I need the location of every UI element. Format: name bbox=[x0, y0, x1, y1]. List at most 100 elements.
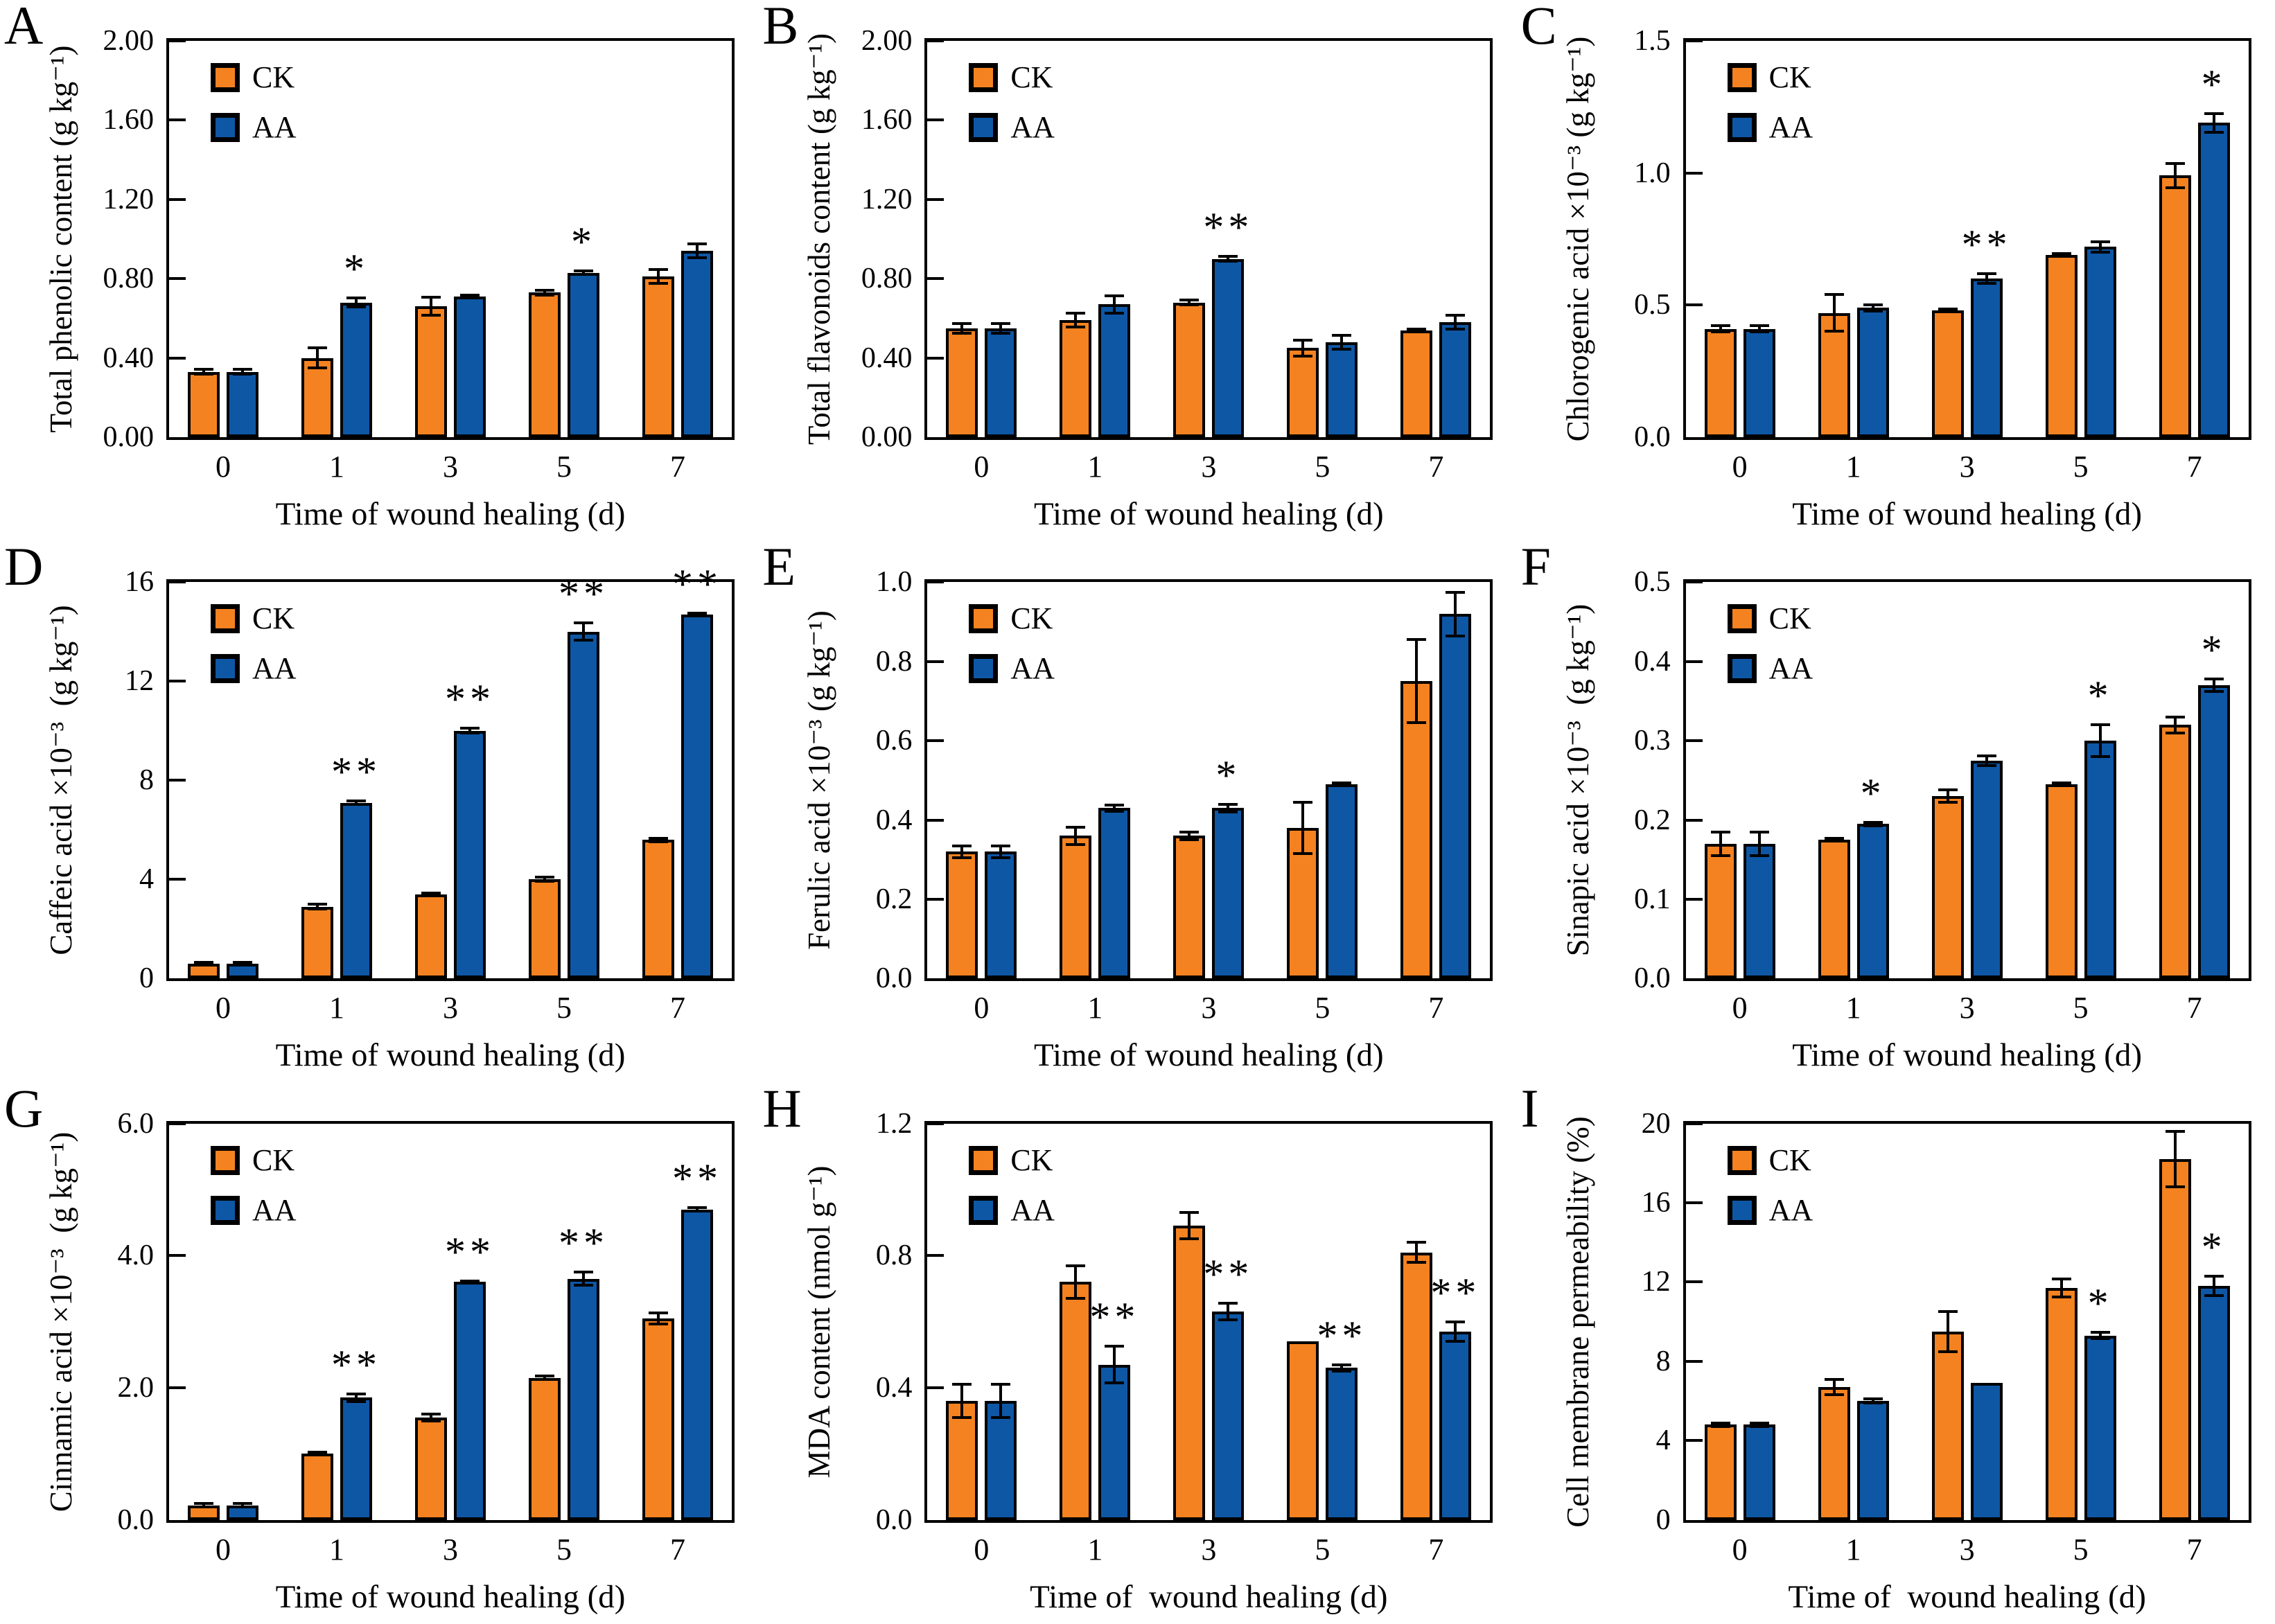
plot-area-A bbox=[166, 38, 735, 440]
error-bar-cap bbox=[1749, 854, 1769, 857]
error-bar-cap bbox=[952, 1415, 972, 1419]
x-axis-title: Time of wound healing (d) bbox=[275, 1037, 626, 1074]
bar-aa-day3 bbox=[1212, 808, 1245, 979]
y-tick-mark bbox=[1685, 1359, 1703, 1363]
y-tick-label: 20 bbox=[1641, 1107, 1671, 1140]
error-bar-cap bbox=[1332, 781, 1352, 784]
error-bar-cap bbox=[2090, 755, 2110, 758]
x-tick-label: 3 bbox=[1201, 1532, 1217, 1566]
error-bar bbox=[1454, 592, 1457, 636]
error-bar bbox=[696, 1207, 699, 1212]
error-bar-cap bbox=[1293, 852, 1313, 856]
error-bar-cap bbox=[2165, 1130, 2185, 1133]
bar-aa-day7 bbox=[681, 1209, 713, 1520]
x-tick-label: 5 bbox=[1315, 1532, 1330, 1566]
bar-aa-day7 bbox=[1439, 322, 1472, 437]
error-bar-cap bbox=[1407, 721, 1427, 725]
y-tick-label: 0 bbox=[1655, 1503, 1671, 1536]
error-bar-cap bbox=[1179, 1237, 1200, 1241]
legend-swatch-aa bbox=[969, 654, 999, 684]
error-bar-cap bbox=[2090, 723, 2110, 727]
significance-marker: ** bbox=[331, 749, 381, 795]
error-bar-cap bbox=[1824, 330, 1844, 333]
error-bar-cap bbox=[460, 1279, 480, 1282]
error-bar-cap bbox=[346, 1392, 366, 1395]
bar-ck-day3 bbox=[1931, 796, 1964, 979]
error-bar bbox=[1454, 315, 1457, 330]
legend-label-ck: CK bbox=[1010, 60, 1053, 94]
error-bar bbox=[1871, 304, 1874, 311]
error-bar-cap bbox=[421, 296, 441, 299]
error-bar-cap bbox=[649, 836, 668, 840]
error-bar bbox=[202, 962, 205, 965]
y-tick-label: 0.80 bbox=[861, 263, 913, 295]
error-bar-cap bbox=[1446, 314, 1466, 317]
x-tick-label: 7 bbox=[2186, 991, 2202, 1025]
error-bar bbox=[1301, 339, 1305, 356]
y-tick-mark bbox=[1685, 39, 1703, 42]
plot-area-B bbox=[924, 38, 1493, 440]
y-tick-label: 0.3 bbox=[1634, 725, 1671, 757]
error-bar-cap bbox=[991, 844, 1011, 847]
legend-swatch-ck bbox=[211, 1145, 240, 1175]
x-tick-label: 5 bbox=[1315, 450, 1330, 484]
x-tick-label: 5 bbox=[556, 1532, 572, 1566]
bar-ck-day0 bbox=[946, 851, 978, 979]
legend-label-ck: CK bbox=[252, 60, 295, 94]
error-bar-cap bbox=[1446, 1320, 1466, 1323]
error-bar bbox=[1832, 294, 1836, 332]
error-bar-cap bbox=[421, 314, 441, 317]
significance-marker: * bbox=[2201, 1224, 2226, 1270]
error-bar bbox=[1188, 831, 1191, 840]
x-tick-label: 3 bbox=[1959, 1532, 1975, 1566]
error-bar bbox=[543, 1376, 546, 1380]
error-bar bbox=[1985, 755, 1988, 766]
legend-label-ck: CK bbox=[252, 601, 295, 636]
error-bar-cap bbox=[233, 1502, 252, 1506]
error-bar-cap bbox=[1105, 1381, 1125, 1384]
error-bar-cap bbox=[308, 903, 327, 906]
x-tick-label: 0 bbox=[974, 991, 990, 1025]
error-bar bbox=[2212, 678, 2215, 692]
panel-C: C Chlorogenic acid ×10⁻³ (g kg⁻¹) 0.0 0.5 1.… bbox=[1517, 0, 2275, 541]
error-bar-cap bbox=[194, 1506, 213, 1509]
bar-aa-day0 bbox=[1743, 328, 1775, 437]
error-bar bbox=[1719, 831, 1722, 856]
error-bar-cap bbox=[1749, 830, 1769, 833]
bar-ck-day7 bbox=[642, 840, 674, 979]
error-bar-cap bbox=[1446, 590, 1466, 594]
bar-ck-day3 bbox=[1173, 1226, 1206, 1520]
panel-D: D Caffeic acid ×10⁻³ (g kg⁻¹) 0 4 8 12 16 0 1 3 5 7… bbox=[0, 536, 758, 1082]
bar-ck-day7 bbox=[2159, 1159, 2191, 1520]
significance-marker: * bbox=[1215, 752, 1241, 798]
error-bar-cap bbox=[346, 802, 366, 806]
bar-aa-day7 bbox=[1439, 1331, 1472, 1520]
y-tick-mark bbox=[1685, 171, 1703, 175]
y-tick-label: 1.0 bbox=[875, 566, 913, 599]
error-bar bbox=[355, 1393, 358, 1402]
x-axis-title: Time of wound healing (d) bbox=[1788, 1578, 2146, 1615]
error-bar bbox=[241, 962, 244, 965]
x-tick-label: 0 bbox=[974, 450, 990, 484]
legend-label-ck: CK bbox=[1768, 1142, 1811, 1177]
error-bar-cap bbox=[574, 639, 593, 642]
panel-letter-F: F bbox=[1520, 536, 1552, 597]
y-tick-label: 4 bbox=[139, 863, 154, 896]
x-tick-label: 3 bbox=[443, 450, 458, 484]
bar-aa-day0 bbox=[985, 1401, 1017, 1520]
error-bar-cap bbox=[2051, 252, 2071, 256]
error-bar bbox=[657, 270, 660, 284]
error-bar-cap bbox=[1105, 1345, 1125, 1348]
x-tick-label: 3 bbox=[1959, 450, 1975, 484]
y-tick-mark bbox=[927, 356, 945, 360]
legend-swatch-aa bbox=[1727, 1195, 1757, 1225]
error-bar-cap bbox=[1863, 303, 1883, 306]
bar-ck-day3 bbox=[415, 306, 447, 437]
bar-ck-day1 bbox=[1060, 1282, 1092, 1520]
x-tick-label: 7 bbox=[1428, 450, 1444, 484]
x-tick-label: 1 bbox=[329, 450, 344, 484]
bar-ck-day5 bbox=[2045, 254, 2078, 437]
bar-ck-day0 bbox=[946, 1401, 978, 1520]
legend-swatch-ck bbox=[211, 63, 240, 92]
error-bar-cap bbox=[1179, 838, 1200, 842]
